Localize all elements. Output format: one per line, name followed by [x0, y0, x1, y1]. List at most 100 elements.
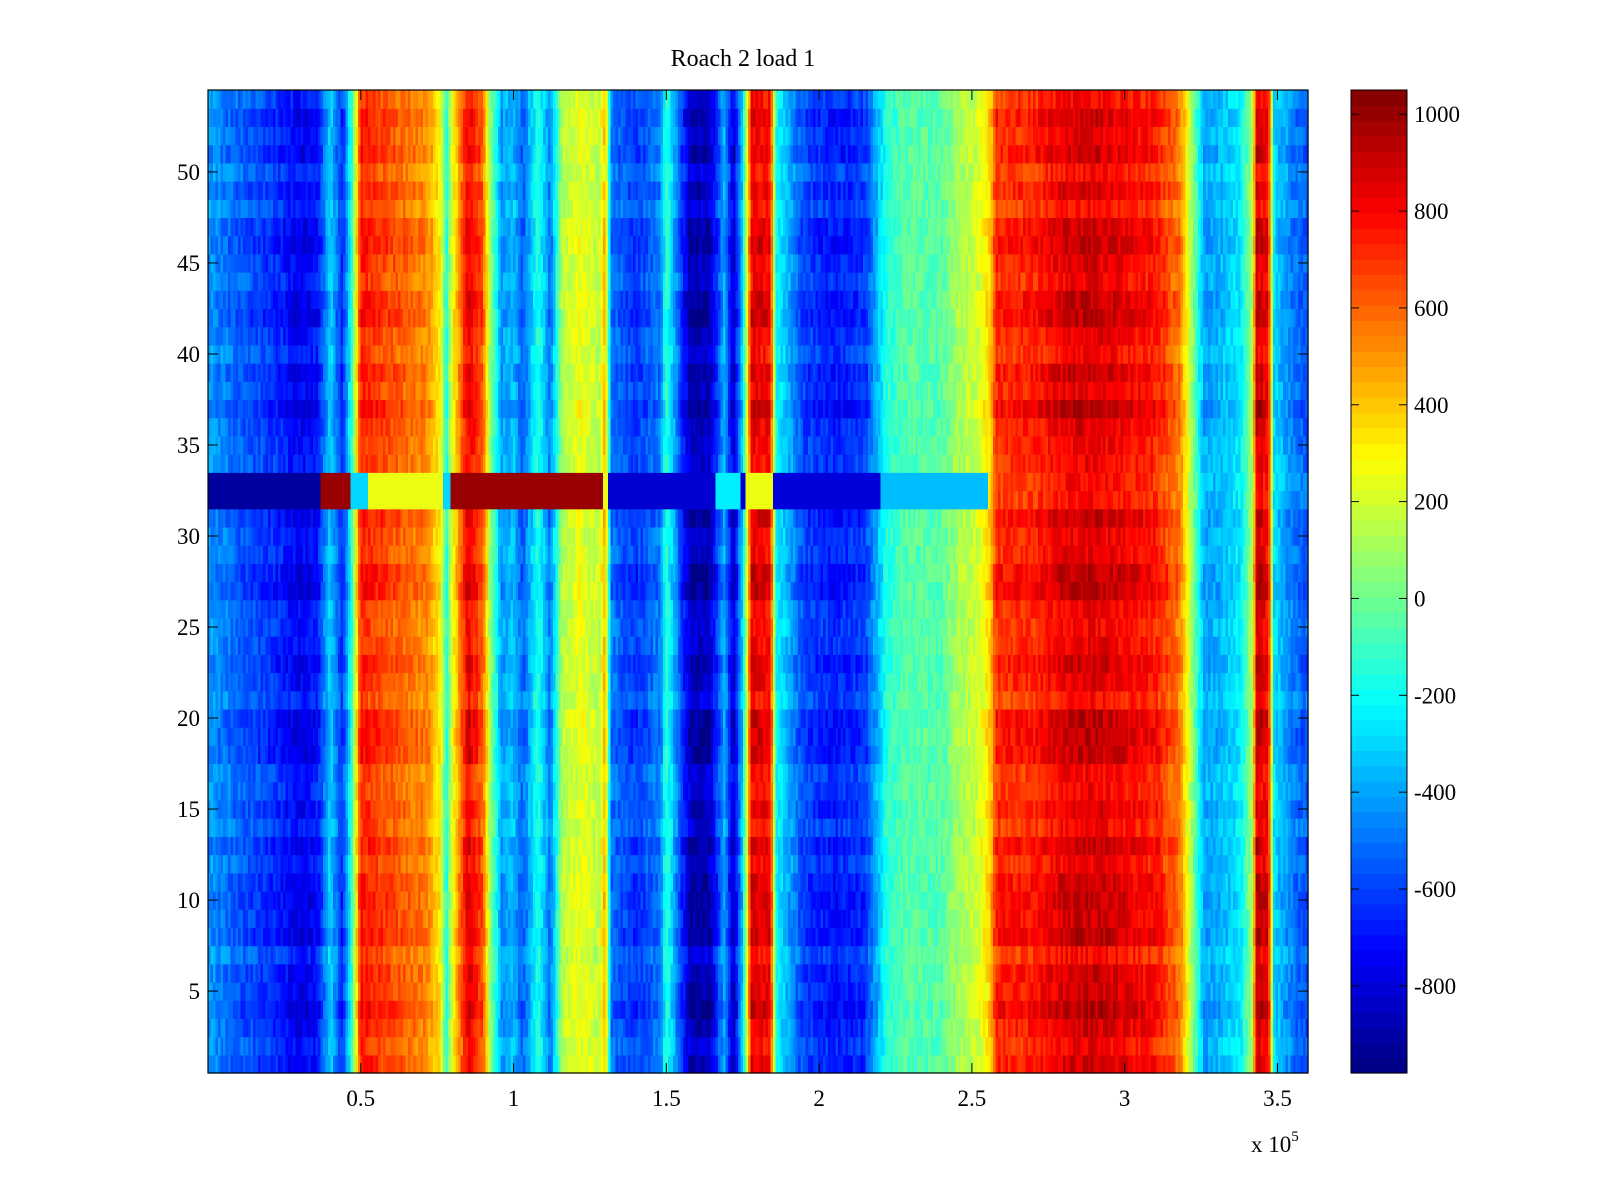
heatmap-cell: [1045, 963, 1049, 983]
heatmap-cell: [813, 945, 817, 965]
heatmap-cell: [245, 981, 249, 1001]
heatmap-cell: [1048, 963, 1052, 983]
heatmap-cell: [770, 1018, 774, 1038]
heatmap-cell: [395, 963, 399, 983]
heatmap-cell: [1170, 1000, 1174, 1019]
heatmap-cell: [1125, 963, 1129, 983]
heatmap-cell: [1240, 963, 1244, 983]
heatmap-cell: [215, 1054, 219, 1074]
heatmap-cell: [1140, 1036, 1144, 1056]
heatmap-cell: [935, 945, 939, 965]
heatmap-cell: [1203, 1000, 1207, 1019]
heatmap-cell: [580, 1054, 584, 1074]
heatmap-cell: [225, 1054, 229, 1074]
heatmap-cell: [885, 981, 889, 1001]
heatmap-cell: [855, 1000, 859, 1019]
heatmap-cell: [565, 1018, 569, 1038]
heatmap-cell: [553, 981, 557, 1001]
heatmap-cell: [435, 927, 439, 947]
heatmap-cell: [883, 945, 887, 965]
heatmap-cell: [1065, 945, 1069, 965]
heatmap-cell: [468, 945, 472, 965]
heatmap-cell: [1290, 1018, 1294, 1038]
heatmap-cell: [435, 945, 439, 965]
heatmap-cell: [1055, 945, 1059, 965]
heatmap-cell: [920, 1018, 924, 1038]
heatmap-cell: [730, 945, 734, 965]
heatmap-cell: [1228, 963, 1232, 983]
heatmap-cell: [220, 963, 224, 983]
heatmap-cell: [885, 1036, 889, 1056]
heatmap-cell: [408, 963, 412, 983]
heatmap-cell: [648, 1018, 652, 1038]
heatmap-cell: [643, 945, 647, 965]
heatmap-cell: [1243, 981, 1247, 1001]
heatmap-cell: [988, 963, 992, 983]
heatmap-cell: [1303, 963, 1307, 983]
heatmap-cell: [380, 1000, 384, 1019]
heatmap-cell: [233, 1036, 237, 1056]
heatmap-cell: [1305, 945, 1309, 965]
heatmap-cell: [273, 1018, 277, 1038]
heatmap-cell: [730, 1000, 734, 1019]
heatmap-cell: [598, 945, 602, 965]
heatmap-cell: [1168, 981, 1172, 1001]
heatmap-cell: [498, 1054, 502, 1074]
heatmap-cell: [1063, 981, 1067, 1001]
heatmap-cell: [620, 963, 624, 983]
heatmap-cell: [838, 1000, 842, 1019]
heatmap-cell: [748, 1000, 752, 1019]
heatmap-cell: [630, 945, 634, 965]
heatmap-cell: [315, 1054, 319, 1074]
heatmap-cell: [1285, 963, 1289, 983]
heatmap-cell: [815, 1000, 819, 1019]
heatmap-cell: [385, 1000, 389, 1019]
heatmap-cell: [1180, 1054, 1184, 1074]
heatmap-cell: [383, 1018, 387, 1038]
heatmap-cell: [675, 1018, 679, 1038]
heatmap-cell: [998, 1054, 1002, 1074]
heatmap-cell: [253, 927, 257, 947]
heatmap-cell: [308, 1000, 312, 1019]
heatmap-cell: [963, 963, 967, 983]
heatmap-cell: [755, 981, 759, 1001]
heatmap-cell: [1293, 1018, 1297, 1038]
heatmap-cell: [543, 1018, 547, 1038]
heatmap-cell: [778, 945, 782, 965]
heatmap-cell: [353, 1054, 357, 1074]
heatmap-cell: [340, 927, 344, 947]
heatmap-cell: [1195, 1018, 1199, 1038]
heatmap-cell: [1213, 1054, 1217, 1074]
heatmap-cell: [1200, 1000, 1204, 1019]
heatmap-cell: [375, 1000, 379, 1019]
heatmap-cell: [700, 1054, 704, 1074]
heatmap-cell: [1108, 1036, 1112, 1056]
heatmap-cell: [835, 1000, 839, 1019]
heatmap-cell: [1205, 1054, 1209, 1074]
heatmap-cell: [678, 963, 682, 983]
heatmap-cell: [455, 1000, 459, 1019]
heatmap-cell: [768, 963, 772, 983]
heatmap-cell: [775, 1054, 779, 1074]
heatmap-cell: [1180, 981, 1184, 1001]
heatmap-cell: [1263, 981, 1267, 1001]
heatmap-cell: [780, 1018, 784, 1038]
heatmap-cell: [320, 927, 324, 947]
heatmap-cell: [830, 981, 834, 1001]
heatmap-cell: [823, 1054, 827, 1074]
heatmap-cell: [615, 1054, 619, 1074]
heatmap-cell: [853, 1000, 857, 1019]
heatmap-cell: [350, 945, 354, 965]
heatmap-cell: [1070, 963, 1074, 983]
heatmap-cell: [298, 1054, 302, 1074]
heatmap-cell: [1110, 1054, 1114, 1074]
heatmap-cell: [520, 963, 524, 983]
heatmap-cell: [475, 1018, 479, 1038]
heatmap-cell: [260, 981, 264, 1001]
heatmap-cell: [830, 945, 834, 965]
heatmap-cell: [723, 1054, 727, 1074]
heatmap-cell: [918, 1036, 922, 1056]
heatmap-cell: [665, 1054, 669, 1074]
heatmap-cell: [255, 1036, 259, 1056]
heatmap-cell: [495, 963, 499, 983]
